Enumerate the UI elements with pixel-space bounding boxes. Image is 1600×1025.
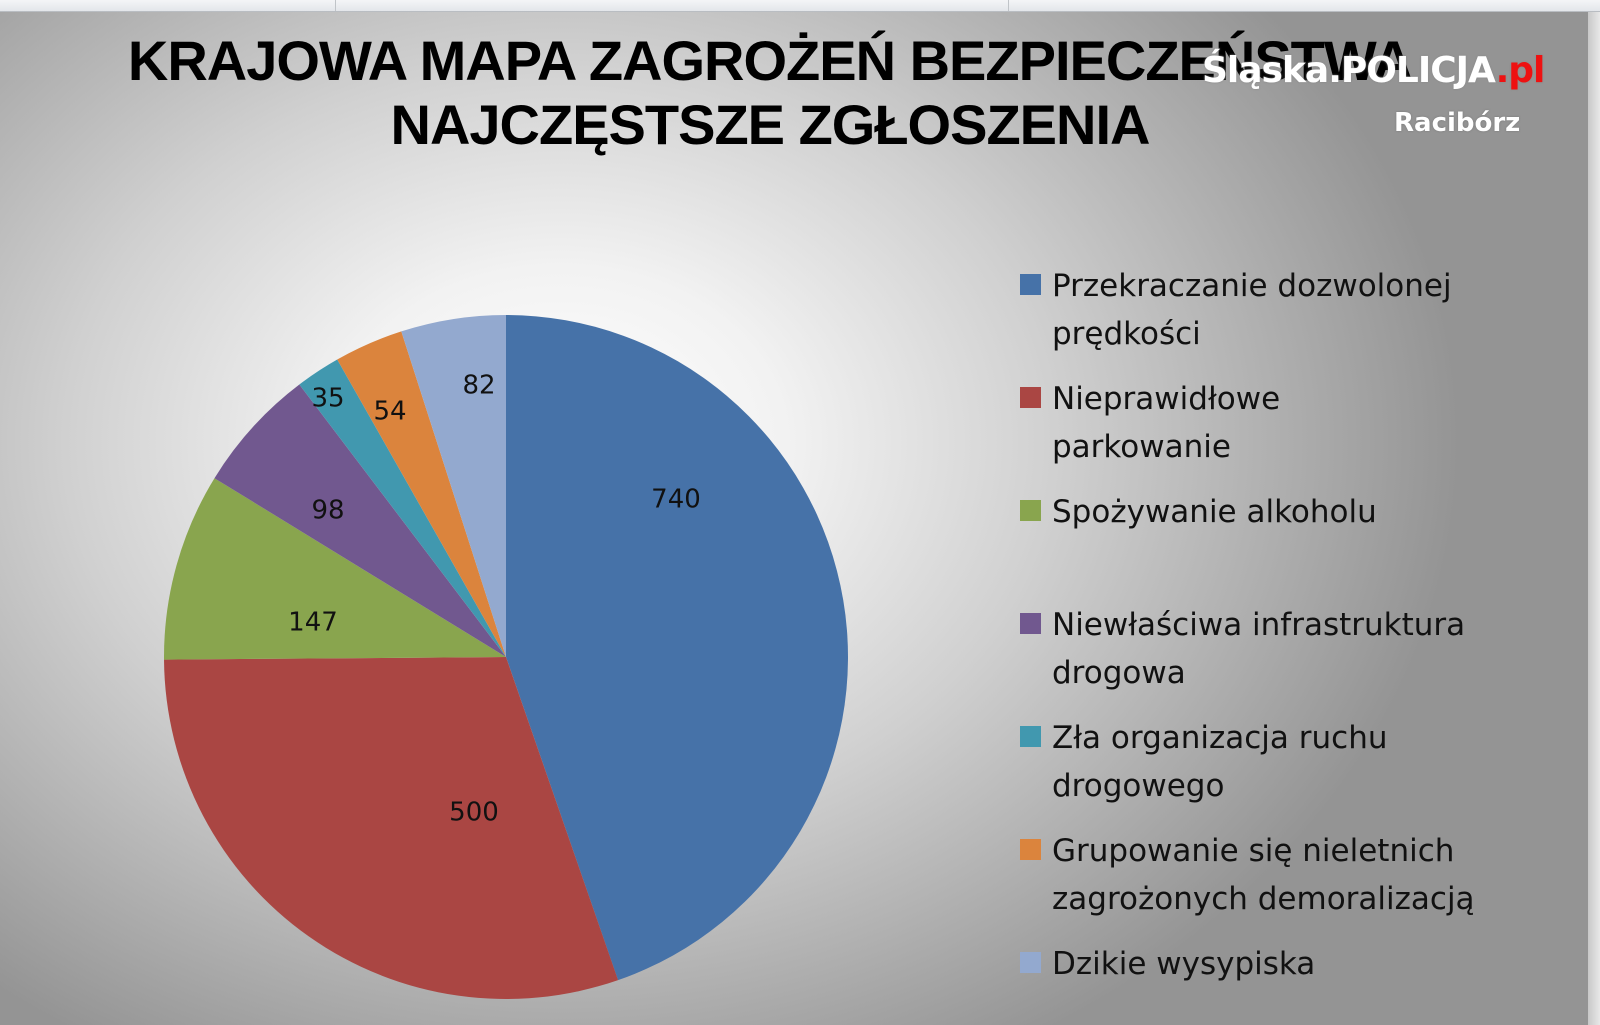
data-label-youth: 54 — [373, 397, 406, 427]
legend-item-infrastructure: Niewłaściwa infrastruktura drogowa — [1020, 601, 1532, 697]
pie-slice-infrastructure — [214, 384, 506, 657]
legend-swatch — [1020, 839, 1041, 860]
logo-brand: Śląska.POLICJA — [1202, 50, 1497, 91]
legend-label: Przekraczanie dozwolonej prędkości — [1052, 268, 1452, 352]
pie-slice-alcohol — [163, 478, 506, 660]
window-right-edge — [1588, 12, 1600, 1025]
legend-swatch — [1020, 952, 1041, 973]
legend-label: Niewłaściwa infrastruktura drogowa — [1052, 607, 1466, 691]
top-bar-divider — [1008, 0, 1009, 11]
legend-swatch — [1020, 500, 1041, 521]
pie-slice-dumps — [401, 315, 506, 657]
chart-title-line-1: KRAJOWA MAPA ZAGROŻEŃ BEZPIECZEŃSTWA — [127, 29, 1413, 92]
pie-slice-traffic — [299, 359, 506, 657]
pie-slice-youth — [337, 331, 506, 657]
data-label-dumps: 82 — [462, 371, 495, 401]
legend-item-traffic: Zła organizacja ruchu drogowego — [1020, 714, 1412, 810]
data-label-speed: 740 — [651, 485, 701, 515]
legend-item-parking: Nieprawidłowe parkowanie — [1020, 375, 1312, 471]
police-logo: Śląska.POLICJA.pl — [1202, 50, 1546, 91]
window-top-bar — [0, 0, 1600, 12]
legend-label: Zła organizacja ruchu drogowego — [1052, 720, 1388, 804]
data-label-parking: 500 — [449, 798, 499, 828]
data-label-alcohol: 147 — [288, 608, 338, 638]
legend-item-youth: Grupowanie się nieletnich zagrożonych de… — [1020, 827, 1532, 923]
data-label-infrastructure: 98 — [311, 496, 344, 526]
legend-swatch — [1020, 387, 1041, 408]
legend-swatch — [1020, 726, 1041, 747]
legend-label: Dzikie wysypiska — [1052, 946, 1316, 982]
pie-slice-speed — [506, 315, 848, 981]
legend-swatch — [1020, 274, 1041, 295]
legend-item-speed: Przekraczanie dozwolonej prędkości — [1020, 262, 1532, 358]
legend-label: Grupowanie się nieletnich zagrożonych de… — [1052, 833, 1475, 917]
pie-slice-parking — [164, 657, 619, 999]
logo-suffix: .pl — [1495, 50, 1546, 91]
logo-city: Racibórz — [1394, 108, 1521, 138]
legend-swatch — [1020, 613, 1041, 634]
chart-title-line-2: NAJCZĘSTSZE ZGŁOSZENIA — [390, 93, 1151, 156]
legend-item-alcohol: Spożywanie alkoholu — [1020, 488, 1532, 536]
top-bar-divider — [335, 0, 336, 11]
legend-label: Spożywanie alkoholu — [1052, 494, 1377, 530]
legend-item-dumps: Dzikie wysypiska — [1020, 940, 1532, 988]
data-label-traffic: 35 — [311, 384, 344, 414]
legend-label: Nieprawidłowe parkowanie — [1052, 381, 1281, 465]
